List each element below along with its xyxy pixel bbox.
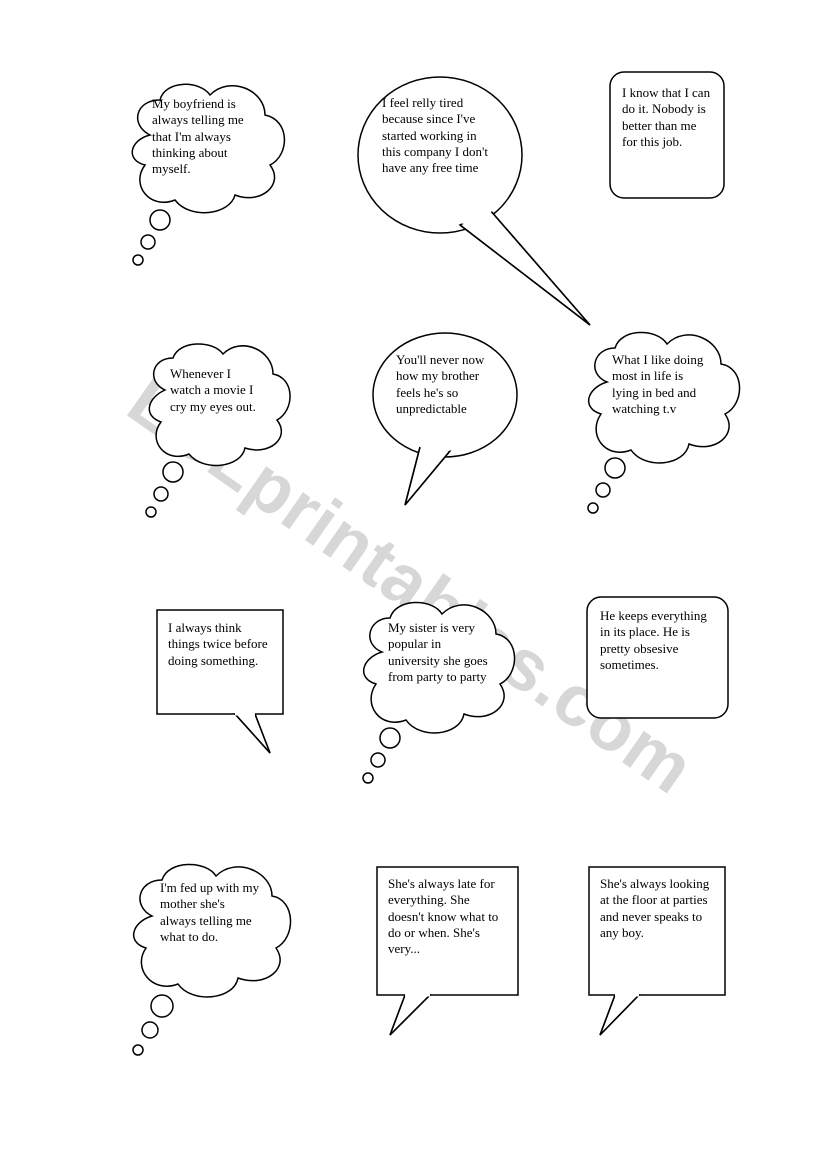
thought-bubble	[575, 318, 755, 518]
bubble-text: Whenever I watch a movie I cry my eyes o…	[170, 366, 260, 415]
bubble-text: He keeps everything in its place. He is …	[600, 608, 715, 673]
bubble-text: I know that I can do it. Nobody is bette…	[622, 85, 712, 150]
worksheet-page: ESLprintables.com My boyfriend is always…	[0, 0, 821, 1169]
bubble-text: My boyfriend is always telling me that I…	[152, 96, 257, 177]
bubble-text: What I like doing most in life is lying …	[612, 352, 712, 417]
bubble-text: I feel relly tired because since I've st…	[382, 95, 494, 176]
bubble-text: She's always late for everything. She do…	[388, 876, 506, 957]
thought-bubble	[350, 588, 530, 788]
bubble-text: My sister is very popular in university …	[388, 620, 488, 685]
bubble-text: I always think things twice before doing…	[168, 620, 268, 669]
bubble-text: I'm fed up with my mother she's always t…	[160, 880, 260, 945]
bubble-text: She's always looking at the floor at par…	[600, 876, 715, 941]
thought-bubble	[135, 330, 305, 520]
bubble-text: You'll never now how my brother feels he…	[396, 352, 491, 417]
